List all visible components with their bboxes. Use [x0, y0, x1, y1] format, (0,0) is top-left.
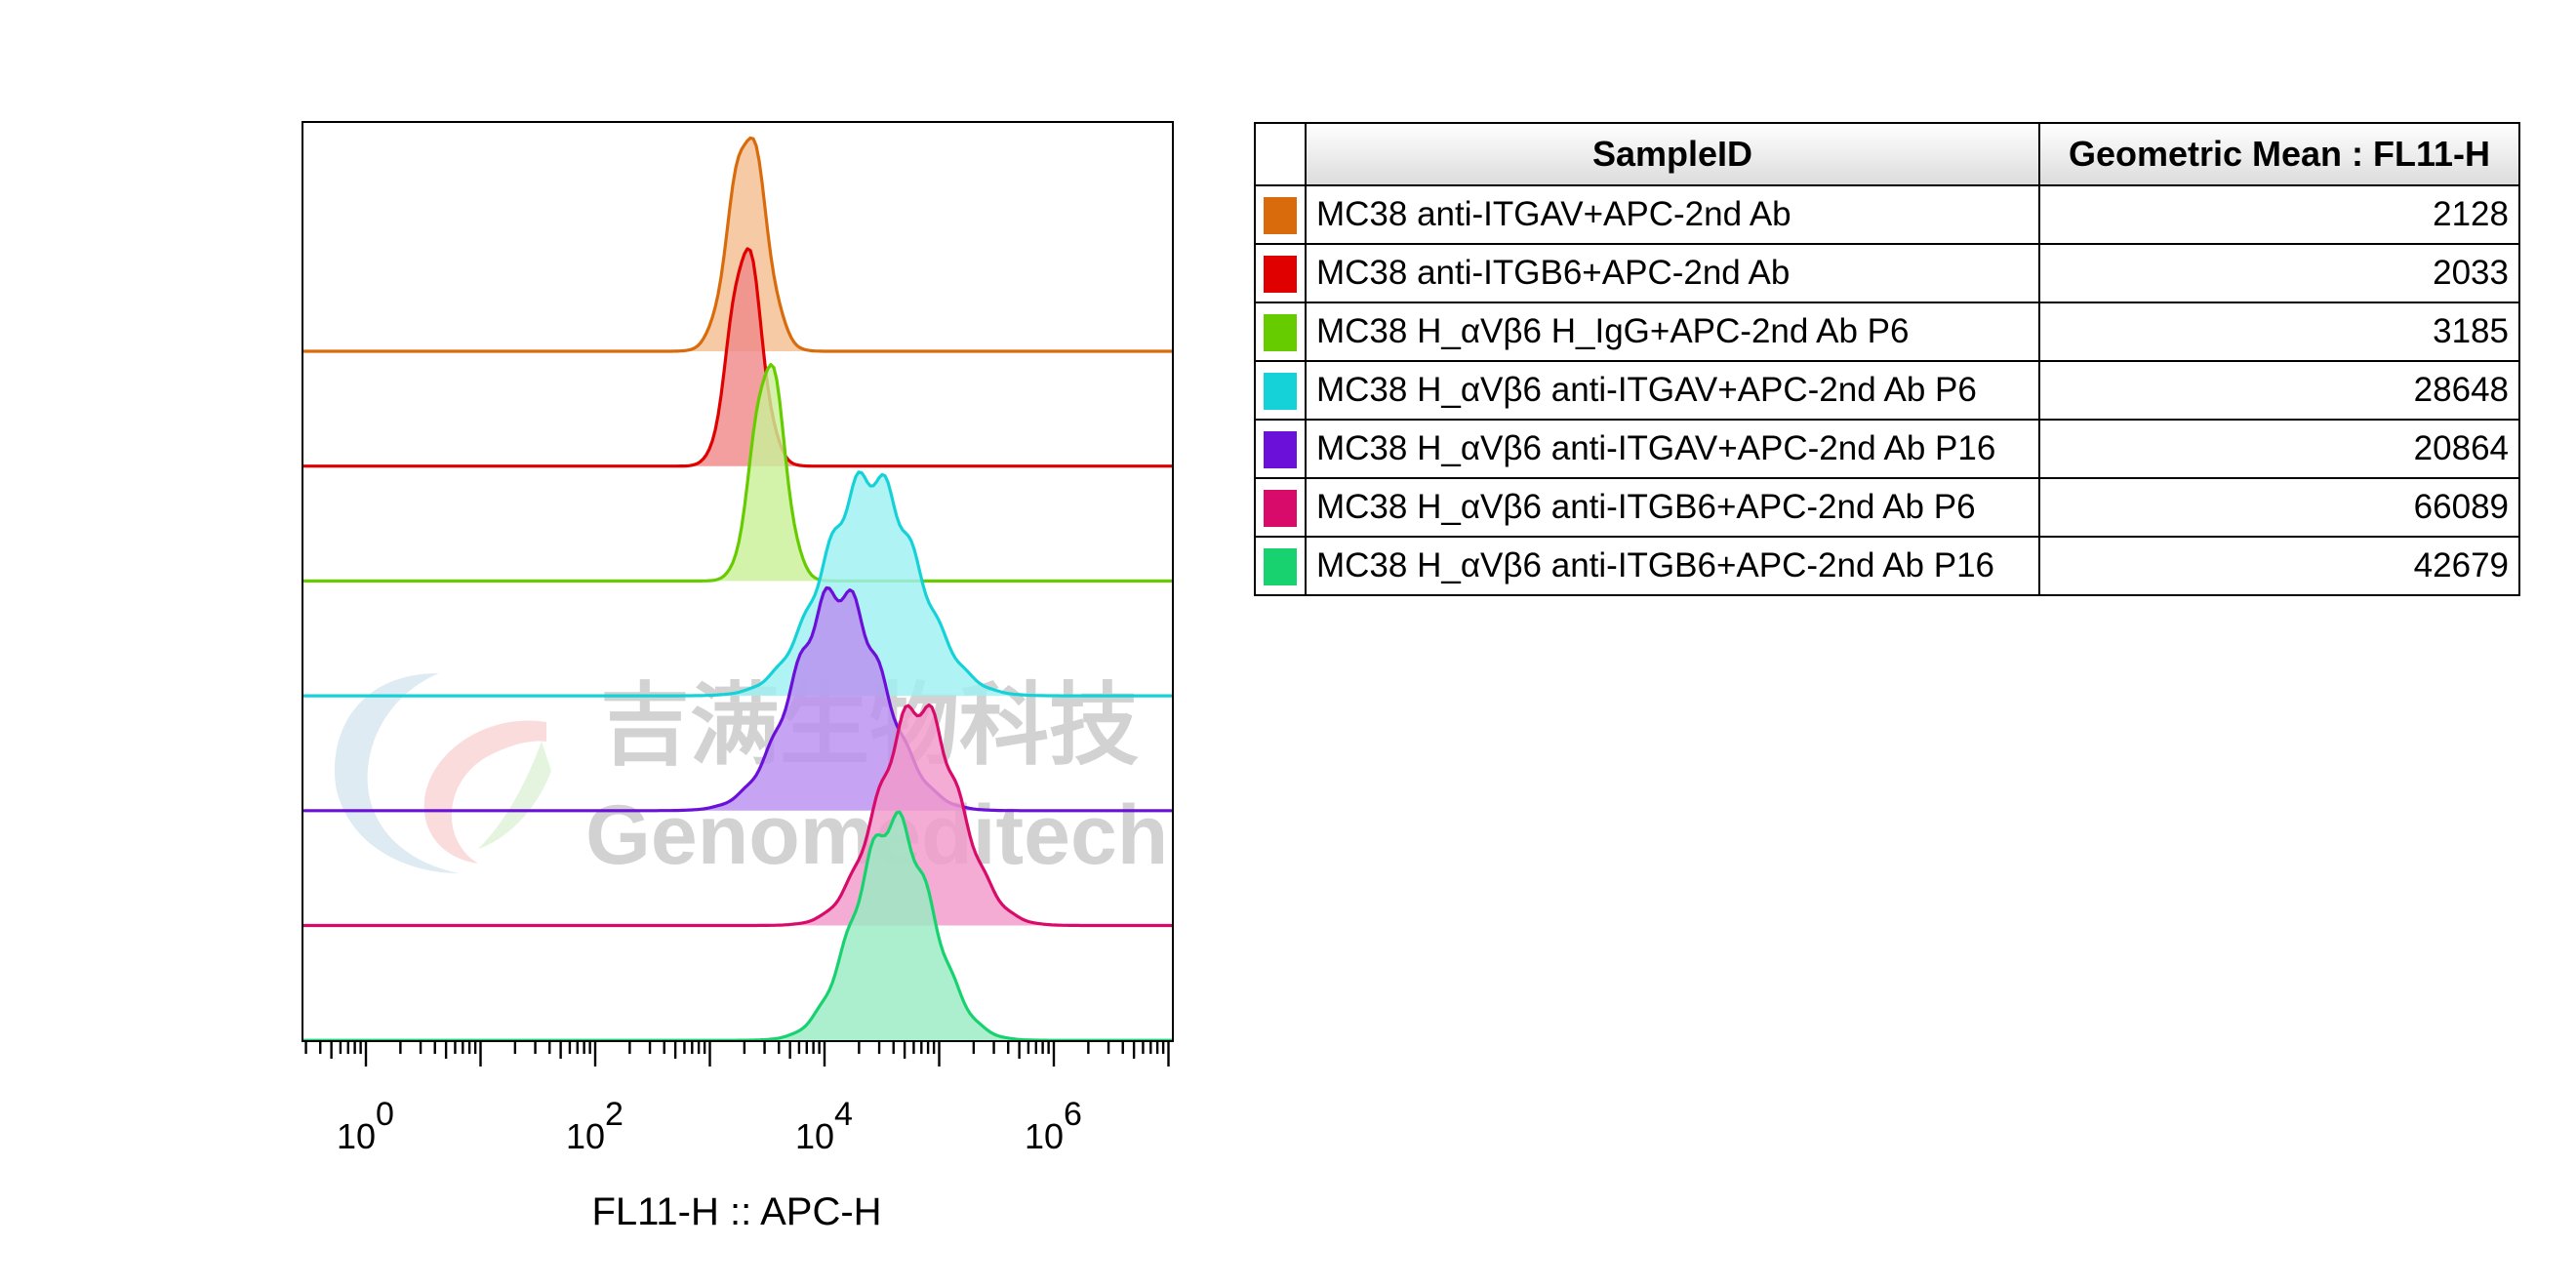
- legend-swatch: [1264, 431, 1297, 469]
- histogram-plot: 吉满生物科技 Genomeditech 100 102 104 106 FL11-H …: [302, 121, 1174, 1233]
- legend-swatch-cell: [1254, 477, 1307, 538]
- plot-frame: [302, 121, 1174, 1042]
- sample-id-cell: MC38 anti-ITGB6+APC-2nd Ab: [1305, 243, 2040, 303]
- x-tick-label-4: 106: [1025, 1096, 1082, 1156]
- legend-row: MC38 H_αVβ6 anti-ITGB6+APC-2nd Ab P6 6608…: [1254, 477, 2520, 538]
- geometric-mean-cell: 20864: [2038, 419, 2520, 479]
- legend-row: MC38 H_αVβ6 anti-ITGAV+APC-2nd Ab P16 208…: [1254, 419, 2520, 479]
- watermark-logo: 吉满生物科技 Genomeditech: [334, 673, 1168, 882]
- watermark-swirl-green: [478, 742, 551, 849]
- legend-swatch-cell: [1254, 184, 1307, 245]
- geometric-mean-cell: 66089: [2038, 477, 2520, 538]
- histogram-series-4: [302, 470, 1173, 698]
- legend-row: MC38 H_αVβ6 anti-ITGAV+APC-2nd Ab P6 2864…: [1254, 360, 2520, 421]
- histogram-series-3: [302, 363, 1173, 583]
- legend-swatch: [1264, 490, 1297, 528]
- legend-row: MC38 H_αVβ6 H_IgG+APC-2nd Ab P6 3185: [1254, 302, 2520, 362]
- legend-table-header: SampleID Geometric Mean : FL11-H: [1254, 122, 2520, 186]
- geometric-mean-cell: 2128: [2038, 184, 2520, 245]
- legend-row: MC38 H_αVβ6 anti-ITGB6+APC-2nd Ab P16 426…: [1254, 536, 2520, 596]
- sample-id-cell: MC38 H_αVβ6 anti-ITGAV+APC-2nd Ab P6: [1305, 360, 2040, 421]
- legend-swatch: [1264, 256, 1297, 294]
- legend-swatch-cell: [1254, 536, 1307, 596]
- geometric-mean-cell: 3185: [2038, 302, 2520, 362]
- geometric-mean-header: Geometric Mean : FL11-H: [2038, 122, 2520, 186]
- legend-swatch-cell: [1254, 243, 1307, 303]
- sample-id-cell: MC38 H_αVβ6 anti-ITGB6+APC-2nd Ab P16: [1305, 536, 2040, 596]
- swatch-header: [1254, 122, 1307, 186]
- legend-row: MC38 anti-ITGB6+APC-2nd Ab 2033: [1254, 243, 2520, 303]
- legend-swatch-cell: [1254, 360, 1307, 421]
- x-tick-label-3: 104: [795, 1096, 853, 1156]
- x-axis-ticks: [304, 1041, 1170, 1067]
- sample-id-cell: MC38 H_αVβ6 H_IgG+APC-2nd Ab P6: [1305, 302, 2040, 362]
- legend-swatch-cell: [1254, 419, 1307, 479]
- legend-swatch: [1264, 314, 1297, 352]
- sample-id-cell: MC38 anti-ITGAV+APC-2nd Ab: [1305, 184, 2040, 245]
- x-axis-label: FL11-H :: APC-H: [591, 1190, 881, 1233]
- legend-swatch: [1264, 197, 1297, 235]
- legend-swatch: [1264, 373, 1297, 411]
- histogram-series-5: [302, 585, 1173, 813]
- histogram-series-1: [302, 136, 1173, 353]
- geometric-mean-cell: 28648: [2038, 360, 2520, 421]
- sampleid-header: SampleID: [1305, 122, 2040, 186]
- sample-id-cell: MC38 H_αVβ6 anti-ITGB6+APC-2nd Ab P6: [1305, 477, 2040, 538]
- sample-id-cell: MC38 H_αVβ6 anti-ITGAV+APC-2nd Ab P16: [1305, 419, 2040, 479]
- legend-swatch: [1264, 548, 1297, 586]
- x-tick-label-2: 102: [566, 1096, 624, 1156]
- legend-row: MC38 anti-ITGAV+APC-2nd Ab 2128: [1254, 184, 2520, 245]
- legend-swatch-cell: [1254, 302, 1307, 362]
- geometric-mean-cell: 2033: [2038, 243, 2520, 303]
- x-tick-label-1: 100: [337, 1096, 394, 1156]
- watermark-swirl-blue: [334, 673, 459, 873]
- histogram-series-6: [302, 703, 1173, 928]
- watermark-swirl-red: [423, 720, 546, 864]
- legend-table: SampleID Geometric Mean : FL11-H MC38 an…: [1254, 122, 2520, 596]
- geometric-mean-cell: 42679: [2038, 536, 2520, 596]
- histogram-series-2: [302, 247, 1173, 468]
